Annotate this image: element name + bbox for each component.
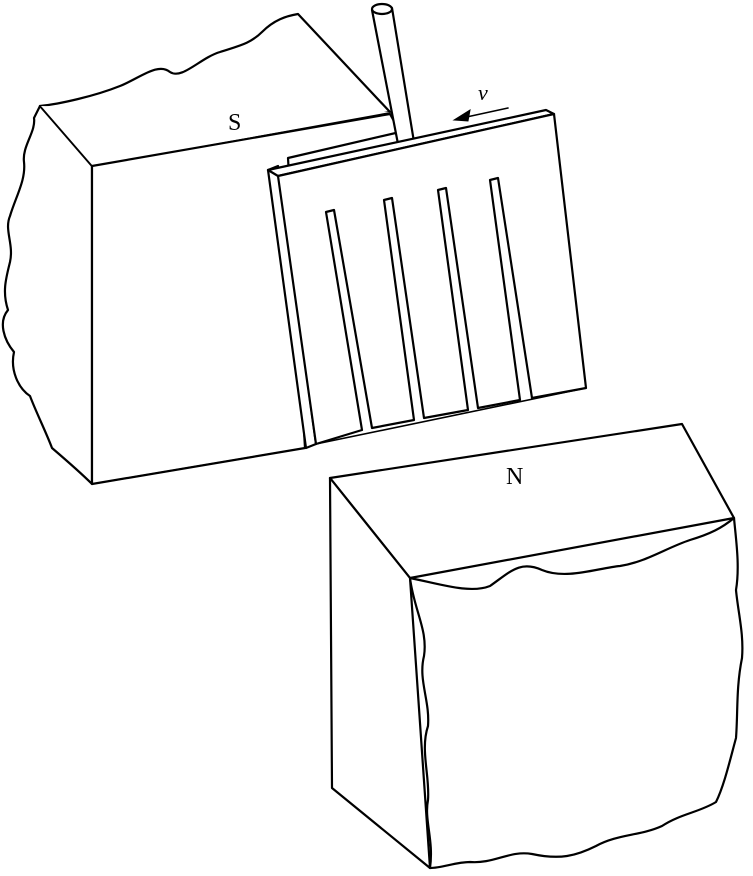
north-magnet-broken-face [408,516,744,870]
slot-2-edge [383,197,393,201]
slot-3-edge [437,187,447,191]
slotted-plate [266,108,588,450]
slot-4-edge [489,177,499,181]
south-magnet-top-face [40,106,390,166]
south-magnet-bottom-edge [91,447,306,485]
plate-bottom-edge [315,387,587,445]
south-magnet-block [1,12,402,486]
south-magnet-top-edge [39,105,93,167]
velocity-label: v [478,80,488,105]
north-magnet-block [328,422,744,870]
velocity-arrow-head [452,108,471,122]
north-pole-label: N [506,464,523,490]
slot-1-edge [325,209,335,213]
rod-top-end [370,2,394,16]
velocity-arrow-shaft [461,107,509,119]
rod [370,2,416,148]
south-pole-label: S [228,110,241,136]
south-magnet-left-broken-face [1,104,94,486]
velocity-arrow [452,107,509,122]
